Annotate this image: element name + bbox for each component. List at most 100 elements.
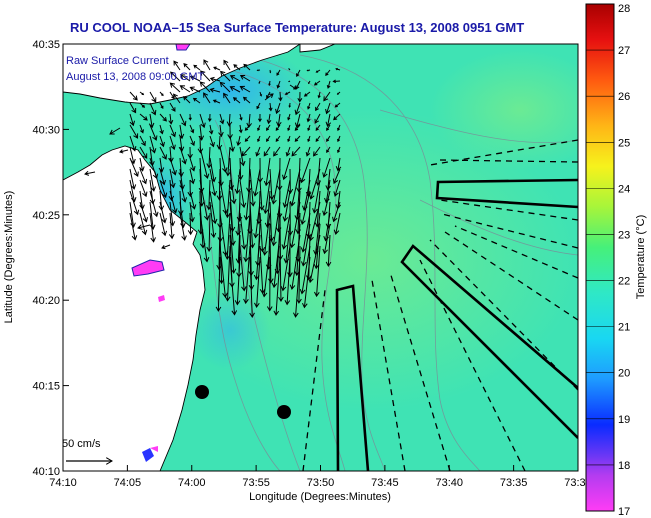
current-vector [337,146,341,154]
current-vector [229,135,235,153]
current-vector [159,168,166,186]
current-vector [169,135,176,151]
current-vector [229,168,237,205]
current-vector [271,234,281,289]
current-vector [253,201,261,239]
current-vector [206,146,212,169]
current-vector [129,157,139,178]
current-vector [289,201,301,249]
current-vector [199,81,211,93]
sandy-hook [299,44,336,53]
current-vector [325,113,332,128]
colorbar-tick-label: 17 [618,506,630,518]
current-vector [239,74,251,82]
current-vector [212,99,221,104]
current-vector [139,91,145,96]
current-vector [317,91,321,99]
colorbar-tick-label: 23 [618,229,630,241]
current-vector [209,87,221,93]
current-vector [308,80,311,85]
current-vector [284,91,291,95]
current-vector [234,168,241,195]
current-vector [282,179,291,208]
current-vector [229,75,241,82]
current-vector [199,146,210,180]
current-vector [332,201,341,223]
current-vector [302,256,311,309]
current-vector [241,146,251,157]
current-vector [309,168,321,200]
x-tick-label: 73:45 [371,477,399,489]
current-vector [168,212,175,240]
current-vector [215,256,222,312]
current-vector [276,113,282,127]
current-vector [159,212,168,237]
y-tick-label: 40:15 [32,381,60,393]
current-vector [169,124,176,138]
current-vector [159,179,168,199]
current-vector [326,146,331,154]
current-vector [149,135,157,154]
current-vector [287,124,291,132]
current-vector [139,146,148,159]
current-vector [187,212,194,236]
x-tick-label: 73:40 [435,477,463,489]
current-vector [282,157,291,181]
current-vector [289,234,301,291]
current-vector [236,135,241,147]
current-vector [306,69,311,72]
current-vector [189,124,195,134]
current-vector [288,68,291,71]
current-vector [129,102,137,114]
current-vector [287,113,291,121]
current-vector [335,67,341,71]
current-vector [213,66,221,71]
current-vector [159,91,164,97]
current-vector [280,245,291,292]
dashed-rays [302,139,578,471]
current-vector [261,245,271,298]
current-vector [179,74,191,82]
current-vector [159,102,164,109]
current-vector [209,190,218,225]
current-vector [296,69,301,78]
current-vector [332,79,341,84]
current-vector [173,93,181,104]
y-axis: 40:35 40:30 40:25 40:20 40:15 40:10 [32,39,69,478]
current-vector [139,157,145,172]
current-vector [129,91,138,101]
current-vector [287,135,291,143]
current-vector [239,113,243,121]
current-vector [315,69,321,73]
current-vector [288,80,291,83]
current-vector [129,124,139,139]
current-vector [239,179,247,209]
current-vector [335,157,342,172]
legend-line-1: Raw Surface Current [66,55,169,67]
current-vector [266,256,273,312]
colorbar-tick-label: 26 [618,91,630,103]
current-vector [257,124,261,132]
x-axis: 74:10 74:05 74:00 73:55 73:50 73:45 73:40 73:35… [49,465,592,489]
cool-patch [190,290,270,370]
current-vector [179,168,185,191]
current-vector [109,127,121,135]
current-vector [220,70,231,82]
current-vector [268,102,273,112]
land-coast-north [63,44,301,105]
current-vector [208,124,214,135]
current-vector [262,212,271,256]
current-vector [209,201,217,239]
current-vector [219,81,231,93]
current-vector [84,170,96,176]
current-vector [239,245,247,292]
current-vector [325,69,331,77]
current-vector [203,59,211,71]
plot-area [63,44,578,471]
current-vector [257,135,261,143]
current-vector [179,179,188,203]
current-vector [243,245,251,305]
current-vector [275,102,281,115]
current-vector [225,146,231,177]
current-vector [159,124,164,135]
